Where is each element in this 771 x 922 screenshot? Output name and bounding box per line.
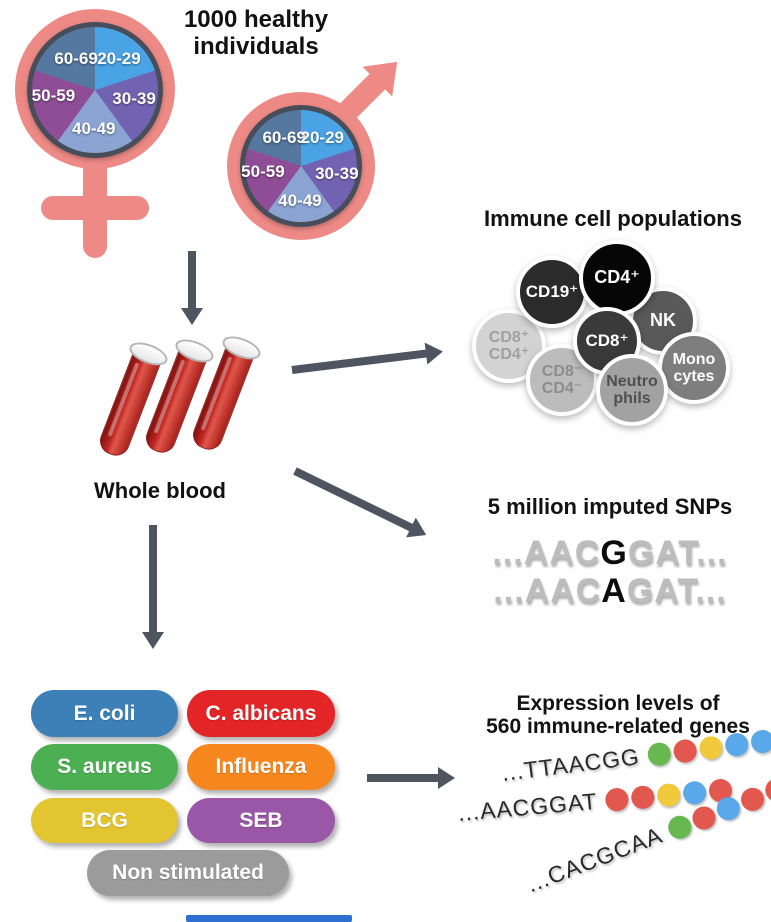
cell-label: Neutro bbox=[606, 372, 658, 390]
blue-expression-dot bbox=[713, 793, 744, 824]
age-group-label: 20-29 bbox=[300, 128, 345, 147]
cell-label: CD8⁻ bbox=[541, 362, 583, 380]
green-expression-dot bbox=[664, 812, 695, 843]
stimulus-pill-s-aureus: S. aureus bbox=[31, 744, 178, 790]
blue-expression-dot bbox=[749, 728, 771, 755]
stimulus-pill-e-coli: E. coli bbox=[31, 690, 178, 737]
female-crossbar bbox=[41, 196, 149, 220]
stimulus-label: Non stimulated bbox=[112, 861, 264, 884]
stimulus-label: BCG bbox=[81, 808, 128, 832]
cohort-title-line2: individuals bbox=[193, 33, 319, 60]
gene-sequence: ...CACGCAA bbox=[523, 821, 666, 898]
cell-circle-cd19pos: CD19⁺ bbox=[516, 256, 588, 328]
snps-title: 5 million imputed SNPs bbox=[487, 494, 733, 519]
age-group-label: 20-29 bbox=[97, 48, 141, 68]
female-age-pie-chart: 60-69 20-29 50-59 30-39 40-49 bbox=[27, 22, 163, 158]
cell-label: NK bbox=[650, 310, 676, 331]
yellow-expression-dot bbox=[656, 782, 682, 808]
snp-sequences: ...AACGGAT... ...AACAGAT... bbox=[460, 534, 760, 610]
snp-seq1-post: GAT... bbox=[627, 534, 728, 572]
age-group-label: 40-49 bbox=[278, 190, 322, 210]
stimulus-label: C. albicans bbox=[205, 701, 317, 725]
stimulus-pill-influenza: Influenza bbox=[187, 744, 335, 790]
cell-label: CD4⁺ bbox=[488, 346, 530, 363]
red-expression-dot bbox=[689, 803, 719, 833]
cell-label: cytes bbox=[673, 368, 715, 385]
cohort-title-line1: 1000 healthy bbox=[183, 6, 329, 33]
red-expression-dot bbox=[604, 787, 630, 813]
expression-title: Expression levels of 560 immune-related … bbox=[465, 692, 771, 738]
stimulus-pill-non-stimulated: Non stimulated bbox=[87, 850, 289, 896]
snp-seq1-pre: ...AAC bbox=[492, 534, 601, 572]
stimulus-pill-c-albicans: C. albicans bbox=[187, 690, 335, 737]
stimulus-label: E. coli bbox=[73, 701, 136, 725]
snp-seq2-pre: ...AAC bbox=[493, 572, 602, 610]
whole-blood-label: Whole blood bbox=[94, 478, 226, 503]
cell-label: phils bbox=[613, 390, 651, 407]
expression-title-line2: 560 immune-related genes bbox=[486, 715, 750, 738]
immune-populations-title: Immune cell populations bbox=[484, 206, 742, 231]
cell-circle-monocytes: Mono cytes bbox=[658, 332, 730, 404]
cell-label: CD4⁺ bbox=[594, 267, 640, 288]
cell-label: Mono bbox=[672, 350, 716, 368]
stimulus-label: Influenza bbox=[215, 755, 307, 778]
age-group-label: 30-39 bbox=[315, 163, 359, 183]
red-expression-dot bbox=[737, 784, 768, 815]
snp-sequence-2: ...AACAGAT... bbox=[460, 572, 760, 610]
age-group-label: 40-49 bbox=[71, 119, 116, 139]
blue-expression-dot bbox=[682, 780, 707, 806]
arrow-blood-to-snps bbox=[293, 467, 414, 532]
cell-label: CD19⁺ bbox=[525, 281, 579, 301]
cell-circle-neutrophils: Neutro phils bbox=[596, 354, 668, 426]
age-group-label: 50-59 bbox=[241, 161, 285, 181]
cohort-title: 1000 healthy individuals bbox=[158, 6, 354, 60]
snp-seq1-variant: G bbox=[600, 534, 628, 572]
arrow-blood-to-cells bbox=[291, 349, 428, 374]
expression-title-line1: Expression levels of bbox=[516, 692, 720, 715]
age-group-label: 60-69 bbox=[262, 128, 306, 147]
red-expression-dot bbox=[630, 784, 656, 810]
cell-label: CD8⁺ bbox=[585, 330, 629, 350]
stimulus-label: SEB bbox=[239, 808, 283, 832]
cell-circle-cd4pos: CD4⁺ bbox=[579, 240, 655, 316]
stimulus-pill-bcg: BCG bbox=[31, 798, 178, 843]
gene-sequence: ...TTAACGG bbox=[500, 743, 642, 786]
gene-sequence: ...AACGGAT bbox=[456, 787, 599, 826]
snp-seq2-variant: A bbox=[601, 572, 627, 610]
down-arrow-cohort-to-blood bbox=[188, 251, 196, 309]
cell-circle-cd8neg-cd4neg: CD8⁻ CD4⁻ bbox=[526, 344, 598, 416]
stimulus-pill-seb: SEB bbox=[187, 798, 335, 843]
cropped-blue-bar bbox=[186, 915, 352, 922]
yellow-expression-dot bbox=[697, 735, 724, 761]
snp-sequence-1: ...AACGGAT... bbox=[460, 534, 760, 572]
age-group-label: 60-69 bbox=[54, 48, 98, 68]
age-group-label: 30-39 bbox=[112, 88, 156, 108]
male-age-pie-chart: 60-69 20-29 50-59 30-39 40-49 bbox=[240, 105, 362, 227]
snp-seq2-post: GAT... bbox=[626, 572, 727, 610]
red-expression-dot bbox=[671, 738, 698, 764]
stimulus-label: S. aureus bbox=[57, 755, 152, 778]
age-group-label: 50-59 bbox=[31, 86, 76, 106]
blue-expression-dot bbox=[723, 731, 750, 758]
green-expression-dot bbox=[646, 741, 672, 768]
cell-label: CD8⁺ bbox=[488, 328, 530, 346]
arrow-stimuli-to-expression bbox=[367, 774, 439, 782]
down-arrow-blood-to-stimuli bbox=[149, 525, 157, 633]
cell-label: CD4⁻ bbox=[541, 380, 583, 397]
